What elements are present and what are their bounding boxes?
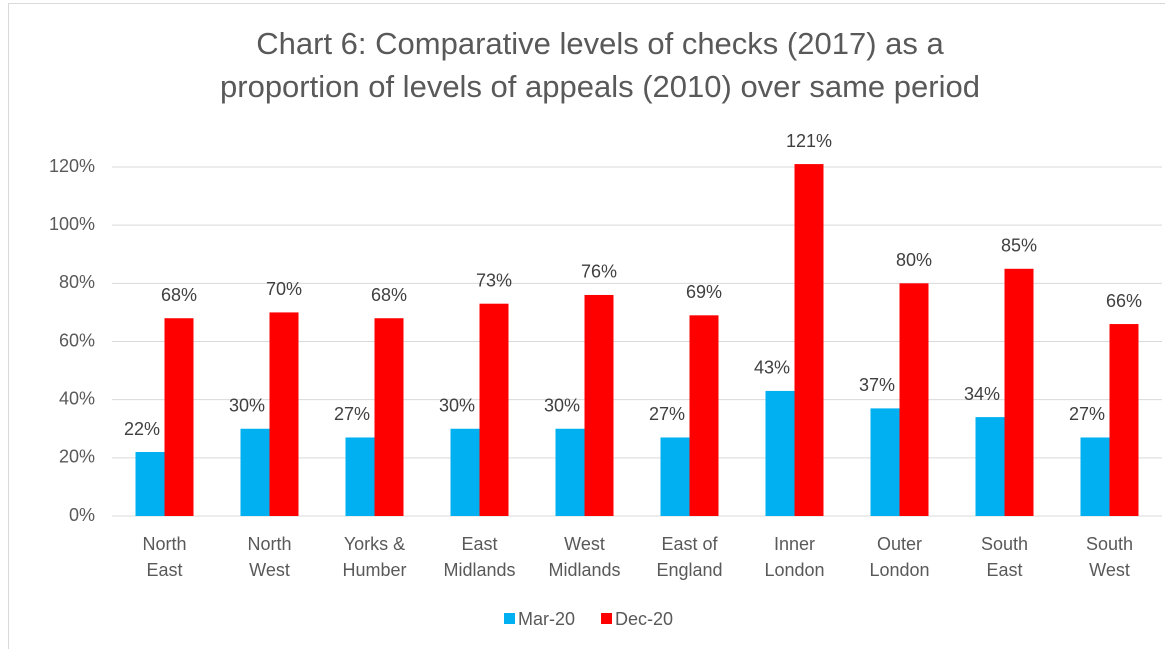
x-tick-label: Midlands: [443, 560, 515, 580]
data-label: 73%: [476, 270, 512, 290]
x-tick-label: East: [986, 560, 1022, 580]
bar: [164, 318, 194, 516]
data-label: 66%: [1106, 291, 1142, 311]
y-tick-label: 20%: [59, 447, 95, 467]
x-tick-label: London: [869, 560, 929, 580]
bar: [765, 390, 795, 516]
data-label: 27%: [1069, 404, 1105, 424]
x-tick-label: Outer: [877, 534, 922, 554]
x-tick-label: London: [764, 560, 824, 580]
data-label: 85%: [1001, 236, 1037, 256]
data-label: 27%: [334, 404, 370, 424]
bar: [1080, 437, 1110, 516]
x-tick-label: East: [146, 560, 182, 580]
data-label: 69%: [686, 282, 722, 302]
bar: [1004, 268, 1034, 516]
bar: [1109, 324, 1139, 516]
y-tick-label: 60%: [59, 330, 95, 350]
x-tick-label: Humber: [342, 560, 406, 580]
x-tick-label: East of: [661, 534, 718, 554]
data-label: 43%: [754, 358, 790, 378]
x-tick-label: North: [247, 534, 291, 554]
legend-swatch: [601, 613, 613, 624]
x-tick-label: East: [461, 534, 497, 554]
data-label: 30%: [229, 396, 265, 416]
data-label: 68%: [161, 285, 197, 305]
bar: [870, 408, 900, 516]
data-label: 27%: [649, 404, 685, 424]
x-tick-label: Yorks &: [344, 534, 405, 554]
y-tick-label: 120%: [49, 156, 95, 176]
data-label: 30%: [439, 396, 475, 416]
chart-title: proportion of levels of appeals (2010) o…: [220, 69, 980, 104]
data-label: 22%: [124, 419, 160, 439]
x-tick-label: North: [142, 534, 186, 554]
y-tick-label: 100%: [49, 214, 95, 234]
data-label: 68%: [371, 285, 407, 305]
y-tick-label: 0%: [69, 505, 95, 525]
x-tick-label: England: [656, 560, 722, 580]
bar: [584, 294, 614, 516]
x-tick-label: South: [981, 534, 1028, 554]
y-tick-label: 40%: [59, 388, 95, 408]
bar: [479, 303, 509, 516]
legend-swatch: [504, 613, 515, 624]
bar: [345, 437, 375, 516]
bar: [689, 315, 719, 516]
legend-label: Dec-20: [615, 609, 673, 629]
legend-label: Mar-20: [518, 609, 575, 629]
bar: [660, 437, 690, 516]
x-tick-label: West: [249, 560, 290, 580]
bar: [899, 283, 929, 516]
bar: [269, 312, 299, 516]
chart-frame: [8, 3, 1165, 649]
bar: [975, 417, 1005, 516]
data-label: 70%: [266, 279, 302, 299]
data-label: 80%: [896, 250, 932, 270]
data-label: 34%: [964, 384, 1000, 404]
data-label: 37%: [859, 375, 895, 395]
x-tick-label: Inner: [774, 534, 815, 554]
data-label: 121%: [786, 131, 832, 151]
chart-title: Chart 6: Comparative levels of checks (2…: [256, 26, 944, 61]
x-tick-label: Midlands: [548, 560, 620, 580]
bar: [450, 428, 480, 516]
bar: [794, 164, 824, 516]
bar: [374, 318, 404, 516]
data-label: 76%: [581, 262, 617, 282]
x-tick-label: South: [1086, 534, 1133, 554]
x-tick-label: West: [564, 534, 605, 554]
bar: [135, 452, 165, 516]
data-label: 30%: [544, 396, 580, 416]
y-tick-label: 80%: [59, 272, 95, 292]
bar: [555, 428, 585, 516]
bar: [240, 428, 270, 516]
x-tick-label: West: [1089, 560, 1130, 580]
